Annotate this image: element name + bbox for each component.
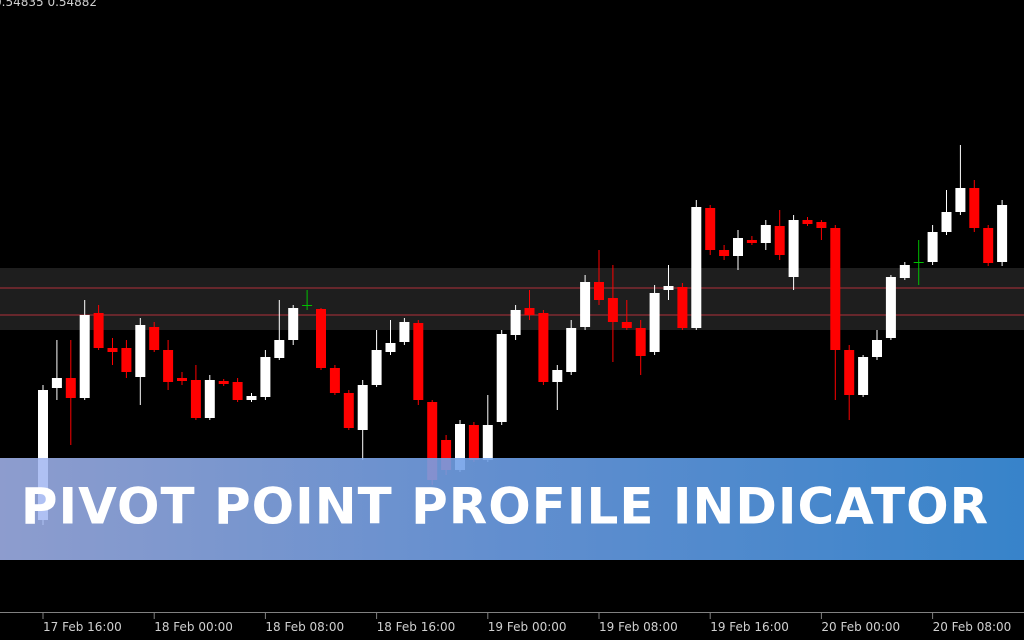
x-axis: 17 Feb 16:00 18 Feb 00:00 18 Feb 08:00 18 F… <box>42 613 1012 634</box>
candle-body <box>802 220 813 224</box>
candle-body <box>371 350 382 385</box>
candle-body <box>746 240 757 243</box>
candle-body <box>552 370 563 382</box>
candle-body <box>913 262 924 263</box>
candle-body <box>232 382 243 400</box>
candle-body <box>329 368 340 393</box>
candle-body <box>65 378 76 398</box>
candle-body <box>663 286 674 290</box>
candle-body <box>357 385 368 430</box>
candle-body <box>858 357 869 395</box>
candle-body <box>496 334 507 422</box>
candle-body <box>635 328 646 356</box>
candle-body <box>538 313 549 382</box>
candle-body <box>997 205 1008 262</box>
x-tick-label: 19 Feb 08:00 <box>599 620 678 634</box>
candle-body <box>621 322 632 328</box>
candle-body <box>468 425 479 460</box>
candle-body <box>413 323 424 400</box>
candle-body <box>135 325 146 377</box>
candle-body <box>343 393 354 428</box>
candle-body <box>399 322 410 342</box>
candle-body <box>719 250 730 256</box>
candle-body <box>983 228 994 263</box>
x-tick-label: 18 Feb 00:00 <box>154 620 233 634</box>
banner <box>0 458 1024 560</box>
candle-body <box>580 282 591 327</box>
x-tick-label: 19 Feb 16:00 <box>710 620 789 634</box>
candle-body <box>955 188 966 212</box>
candle-body <box>774 226 785 255</box>
candle-body <box>190 380 201 418</box>
candle-body <box>149 327 160 350</box>
candle-body <box>594 282 604 300</box>
candle-body <box>482 425 493 460</box>
candle-body <box>788 220 799 277</box>
candle-body <box>163 350 174 382</box>
x-tick-label: 18 Feb 08:00 <box>265 620 344 634</box>
candle-body <box>691 207 702 328</box>
candle-body <box>246 396 257 400</box>
candle-body <box>649 293 660 352</box>
x-tick-label: 20 Feb 08:00 <box>933 620 1012 634</box>
candle-body <box>38 390 48 520</box>
candle-body <box>607 298 618 322</box>
candle-body <box>733 238 743 256</box>
candle-body <box>844 350 855 395</box>
candle-body <box>830 228 841 350</box>
candle-body <box>705 208 716 250</box>
candle-body <box>316 309 326 368</box>
x-tick-label: 20 Feb 00:00 <box>821 620 900 634</box>
plot-area <box>0 145 1024 525</box>
x-tick-label: 19 Feb 00:00 <box>488 620 567 634</box>
candle-body <box>427 402 438 480</box>
candle-body <box>455 424 465 470</box>
x-tick-label: 17 Feb 16:00 <box>43 620 122 634</box>
candle-body <box>816 222 827 228</box>
candle-body <box>872 340 882 357</box>
candle-body <box>385 343 396 352</box>
candle-body <box>760 225 771 243</box>
candle-body <box>510 310 521 335</box>
candle-body <box>899 265 910 278</box>
price-readout: 0.54835 0.54882 <box>0 0 97 9</box>
x-tick-label: 18 Feb 16:00 <box>377 620 456 634</box>
candle-body <box>969 188 980 228</box>
candle-body <box>79 315 90 398</box>
candle-body <box>302 305 313 306</box>
candle-body <box>441 440 452 470</box>
candle-body <box>107 348 118 352</box>
candle-body <box>218 381 229 384</box>
candle-body <box>93 313 104 348</box>
banner-title: PIVOT POINT PROFILE INDICATOR <box>21 478 989 536</box>
candle-body <box>288 308 299 340</box>
candle-body <box>274 340 285 358</box>
candle-body <box>260 357 271 397</box>
candle-body <box>121 348 132 372</box>
candle-body <box>177 378 187 381</box>
candle-body <box>524 308 535 315</box>
candle-body <box>927 232 938 262</box>
candle-body <box>51 378 62 388</box>
candle-body <box>204 380 215 418</box>
candle-body <box>885 277 896 338</box>
candle-body <box>566 328 577 372</box>
candle-body <box>677 287 688 328</box>
candle-body <box>941 212 952 232</box>
